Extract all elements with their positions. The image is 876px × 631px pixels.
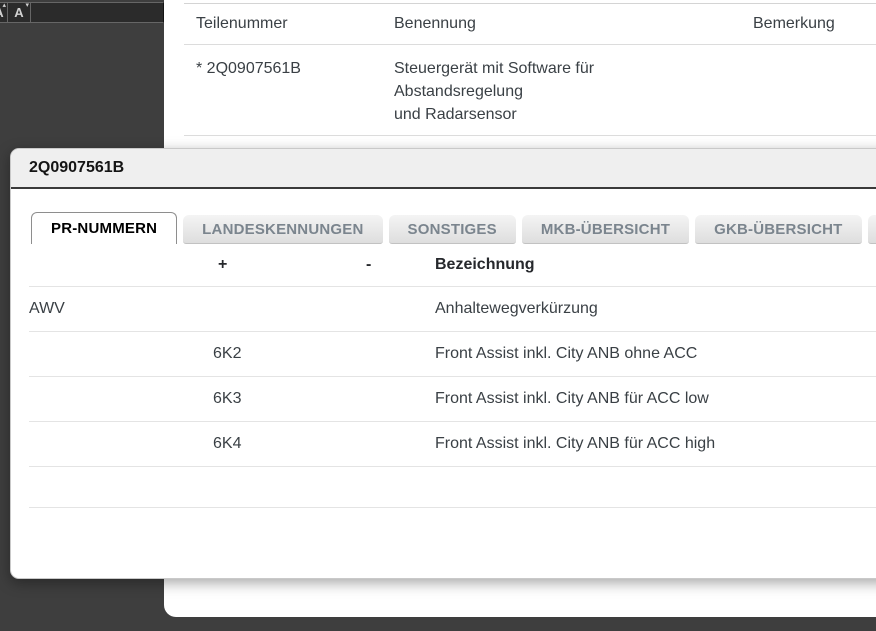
tab-label: GKB-ÜBERSICHT [714, 220, 843, 238]
tab-label: PR-NUMMERN [51, 220, 158, 237]
table-row [29, 467, 876, 508]
tab-partial[interactable] [867, 215, 876, 244]
column-minus: - [366, 256, 372, 273]
description-line: Abstandsregelung [394, 83, 523, 100]
font-letter: A [0, 5, 4, 20]
pr-code: AWV [29, 300, 65, 317]
dialog-title: 2Q0907561B [29, 159, 125, 176]
pr-description: Front Assist inkl. City ANB für ACC high [435, 435, 716, 452]
column-bemerkung: Bemerkung [753, 15, 835, 32]
table-row: AWV Anhaltewegverkürzung [29, 287, 876, 332]
pr-description: Anhaltewegverkürzung [435, 300, 598, 317]
column-bezeichnung: Bezeichnung [435, 256, 535, 273]
table-row: 6K2 Front Assist inkl. City ANB ohne ACC [29, 332, 876, 377]
part-number: * 2Q0907561B [196, 60, 301, 77]
font-increase-button[interactable]: A ▴ [0, 3, 8, 22]
font-decrease-button[interactable]: A ▾ [8, 2, 31, 22]
pr-description: Front Assist inkl. City ANB für ACC low [435, 390, 709, 407]
caret-down-icon: ▾ [25, 2, 29, 9]
tab-label: SONSTIGES [407, 220, 497, 238]
part-detail-dialog: 2Q0907561B PR-NUMMERN LANDESKENNUNGEN SO… [10, 148, 876, 579]
column-benennung: Benennung [394, 15, 476, 32]
table-row[interactable]: * 2Q0907561B Steuergerät mit Software fü… [184, 45, 876, 136]
pr-plus: 6K3 [213, 390, 242, 407]
pr-description: Front Assist inkl. City ANB ohne ACC [435, 345, 698, 362]
tab-landeskennungen[interactable]: LANDESKENNUNGEN [183, 215, 383, 244]
part-description: Steuergerät mit Software für Abstandsreg… [394, 57, 753, 126]
table-row: 6K4 Front Assist inkl. City ANB für ACC … [29, 422, 876, 467]
column-teilenummer: Teilenummer [196, 15, 288, 32]
toolbar: A ▴ A ▾ [0, 2, 164, 23]
description-line: Steuergerät mit Software für [394, 60, 595, 77]
dialog-header: 2Q0907561B [11, 149, 876, 189]
column-plus: + [218, 256, 228, 273]
font-letter: A [14, 5, 24, 20]
part-remark [753, 57, 876, 126]
tab-label: MKB-ÜBERSICHT [540, 220, 671, 238]
tab-gkb-uebersicht[interactable]: GKB-ÜBERSICHT [695, 215, 862, 244]
tab-bar: PR-NUMMERN LANDESKENNUNGEN SONSTIGES MKB… [31, 212, 876, 244]
pr-number-table: + - Bezeichnung AWV Anhaltewegverkürzung… [29, 244, 876, 508]
tab-pr-nummern[interactable]: PR-NUMMERN [31, 212, 178, 244]
parts-table: Teilenummer Benennung Bemerkung * 2Q0907… [184, 3, 876, 136]
caret-up-icon: ▴ [2, 3, 6, 9]
tab-sonstiges[interactable]: SONSTIGES [388, 215, 516, 244]
table-row: 6K3 Front Assist inkl. City ANB für ACC … [29, 377, 876, 422]
parts-table-header: Teilenummer Benennung Bemerkung [184, 4, 876, 45]
tab-mkb-uebersicht[interactable]: MKB-ÜBERSICHT [521, 215, 690, 244]
pr-table-header: + - Bezeichnung [29, 244, 876, 287]
pr-plus: 6K2 [213, 345, 242, 362]
tab-label: LANDESKENNUNGEN [202, 220, 364, 238]
description-line: und Radarsensor [394, 106, 517, 123]
pr-plus: 6K4 [213, 435, 242, 452]
